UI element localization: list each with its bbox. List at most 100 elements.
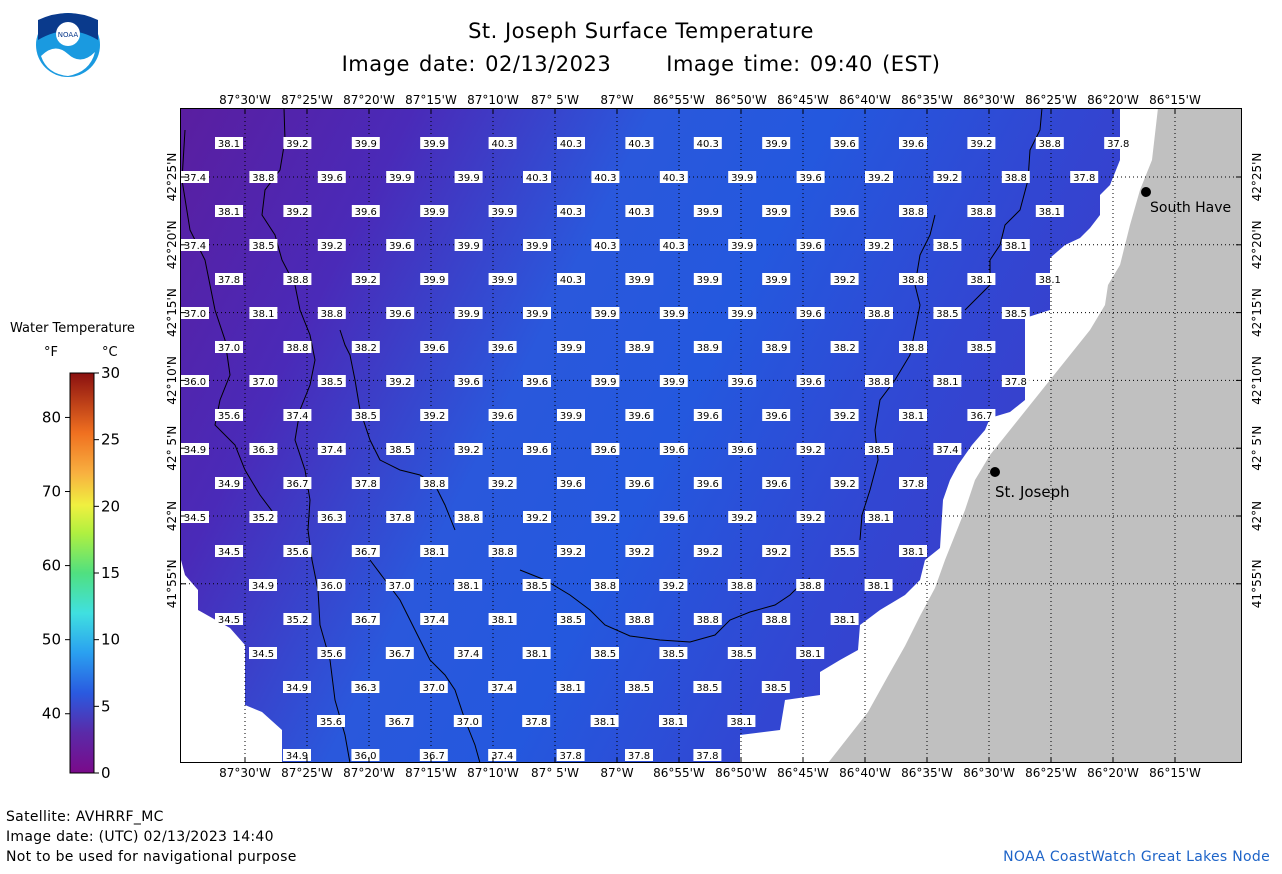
temp-value: 40.3 — [560, 207, 582, 218]
water-area — [181, 108, 1120, 763]
temp-label-box — [317, 443, 346, 455]
temp-label-box — [522, 647, 551, 659]
temp-value: 38.1 — [559, 683, 581, 694]
isotherm-contour — [519, 569, 811, 643]
temp-value: 34.9 — [252, 581, 274, 592]
temp-label-box — [728, 375, 757, 387]
temp-label-box — [899, 137, 927, 149]
temp-value: 39.6 — [799, 309, 821, 320]
temp-value: 38.1 — [902, 547, 924, 558]
temp-value: 39.9 — [697, 275, 719, 286]
temp-value: 38.1 — [457, 581, 479, 592]
temp-value: 39.6 — [560, 479, 582, 490]
temp-label-box — [351, 137, 380, 149]
temp-label-box — [351, 613, 380, 625]
isotherm-contour — [859, 214, 936, 541]
lat-label-right: 41°55'N — [1250, 559, 1264, 608]
temp-value: 39.2 — [765, 547, 787, 558]
temp-label-box — [728, 307, 757, 319]
temp-label-box — [625, 545, 654, 557]
temp-value: 40.3 — [560, 139, 582, 150]
temp-label-box — [762, 477, 791, 489]
lon-label-bottom: 86°15'W — [1149, 766, 1201, 780]
lon-label-top: 86°30'W — [963, 93, 1015, 107]
temp-value: 38.5 — [696, 683, 718, 694]
temp-value: 39.9 — [663, 377, 685, 388]
temp-value: 39.2 — [286, 207, 308, 218]
temp-value: 40.3 — [697, 139, 719, 150]
temp-value: 35.2 — [286, 615, 308, 626]
lon-label-top: 86°45'W — [777, 93, 829, 107]
temp-value: 38.8 — [286, 343, 308, 354]
temp-value: 37.4 — [936, 445, 958, 456]
map-border — [180, 108, 1242, 763]
temp-value: 38.8 — [765, 615, 787, 626]
temp-label-box — [420, 341, 449, 353]
temp-label-box — [386, 375, 415, 387]
temp-label-box — [693, 137, 722, 149]
temp-value: 38.5 — [321, 377, 343, 388]
temp-label-box — [659, 239, 688, 251]
temp-value: 38.8 — [252, 173, 274, 184]
temp-label-box — [933, 171, 962, 183]
legend-f-label: 50 — [42, 631, 61, 649]
temp-value: 34.5 — [218, 615, 240, 626]
temp-value: 38.9 — [765, 343, 787, 354]
temp-value: 37.4 — [457, 649, 479, 660]
temp-label-box — [659, 715, 687, 727]
temp-label-box — [762, 137, 791, 149]
temp-value: 36.3 — [354, 683, 376, 694]
temp-value: 35.6 — [286, 547, 308, 558]
temp-label-box — [659, 171, 688, 183]
temp-label-box — [283, 137, 312, 149]
logo-text: NOAA — [58, 31, 79, 39]
temp-value: 38.9 — [697, 343, 719, 354]
temp-label-box — [523, 239, 551, 251]
temp-value: 39.6 — [731, 445, 753, 456]
temp-label-box — [659, 647, 688, 659]
temp-label-box — [659, 579, 688, 591]
temp-label-box — [454, 375, 483, 387]
temp-value: 38.5 — [970, 343, 992, 354]
temp-label-box — [865, 171, 893, 183]
temp-value: 38.8 — [491, 547, 513, 558]
temp-label-box — [385, 715, 414, 727]
temp-label-box — [1001, 375, 1030, 387]
temp-value: 38.5 — [389, 445, 411, 456]
temp-value: 39.2 — [491, 479, 513, 490]
temp-value: 39.9 — [663, 309, 685, 320]
temp-value: 39.2 — [321, 241, 343, 252]
temp-label-box — [181, 171, 209, 183]
temp-value: 38.5 — [594, 649, 616, 660]
temp-value: 38.1 — [867, 581, 889, 592]
temp-label-box — [830, 477, 859, 489]
temp-value: 37.4 — [286, 411, 308, 422]
temp-label-box — [830, 409, 859, 421]
lat-label-right: 42°10'N — [1250, 356, 1264, 405]
temp-label-box — [830, 137, 859, 149]
temp-label-box — [351, 545, 380, 557]
temp-value: 39.6 — [902, 139, 924, 150]
temp-label-box — [283, 341, 312, 353]
temp-label-box — [1001, 239, 1030, 251]
temp-label-box — [865, 511, 893, 523]
temp-value: 39.9 — [731, 173, 753, 184]
temp-value: 38.8 — [902, 275, 924, 286]
temp-label-box — [899, 205, 927, 217]
temp-label-box — [762, 613, 791, 625]
temp-value: 38.1 — [730, 717, 752, 728]
temp-value: 36.3 — [321, 513, 343, 524]
temp-label-box — [762, 273, 791, 285]
map-axes: 87°30'W 87°30'W 87°25'W 87°25'W 87°20'W 87°20… — [165, 93, 1264, 780]
temp-label-box — [557, 409, 585, 421]
temp-label-box — [351, 477, 380, 489]
temp-value: 37.0 — [457, 717, 479, 728]
nav-disclaimer: Not to be used for navigational purpose — [6, 849, 297, 865]
legend-unit-f: °F — [44, 345, 58, 360]
lat-label-left: 42° 5'N — [165, 426, 179, 471]
temp-label-box — [591, 171, 620, 183]
temp-value: 36.7 — [388, 717, 410, 728]
isotherm-contour — [181, 129, 276, 516]
temp-value: 39.6 — [799, 377, 821, 388]
temp-value: 39.6 — [389, 241, 411, 252]
